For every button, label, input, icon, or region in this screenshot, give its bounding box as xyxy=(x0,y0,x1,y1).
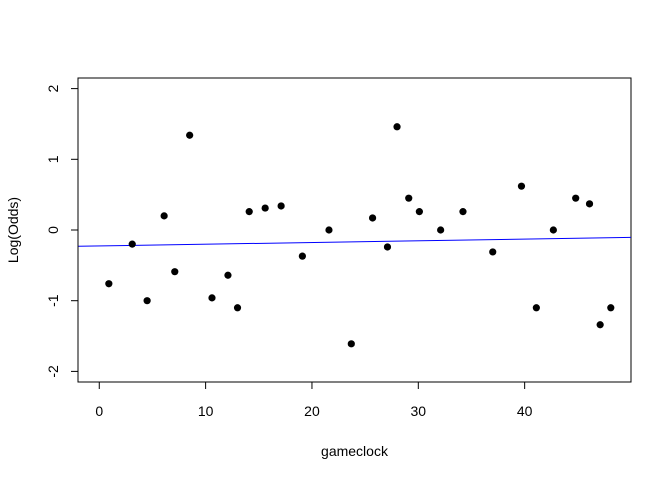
data-point xyxy=(261,204,269,212)
data-point xyxy=(171,268,179,276)
data-point xyxy=(572,194,580,202)
y-tick-label: 1 xyxy=(45,155,61,163)
data-point xyxy=(405,194,413,202)
y-axis-title: Log(Odds) xyxy=(5,197,21,263)
data-point xyxy=(208,294,216,302)
data-point xyxy=(585,200,594,208)
x-tick-label: 40 xyxy=(517,403,533,419)
data-point xyxy=(532,304,540,312)
data-point xyxy=(596,321,604,329)
x-axis-title: gameclock xyxy=(321,443,389,459)
x-tick-label: 20 xyxy=(304,403,320,419)
data-point xyxy=(459,208,467,216)
x-axis: 0 10 20 30 40 xyxy=(95,381,533,419)
data-point xyxy=(128,240,136,248)
data-point xyxy=(186,131,194,139)
data-point xyxy=(224,271,232,279)
points-layer xyxy=(105,123,615,348)
plot-frame xyxy=(77,77,632,383)
x-tick-label: 0 xyxy=(95,403,103,419)
data-point xyxy=(347,340,355,348)
data-point xyxy=(277,202,285,210)
data-point xyxy=(298,252,306,260)
y-tick-label: 0 xyxy=(45,226,61,234)
data-point xyxy=(233,304,242,312)
y-axis: -2 -1 0 1 2 xyxy=(45,85,79,378)
data-point xyxy=(489,248,497,256)
x-tick-label: 10 xyxy=(198,403,214,419)
data-point xyxy=(393,123,401,131)
data-point xyxy=(415,208,423,216)
data-point xyxy=(143,297,151,305)
data-point xyxy=(245,208,253,216)
data-point xyxy=(517,182,526,190)
fit-line xyxy=(77,236,632,247)
y-tick-label: -2 xyxy=(45,365,61,378)
data-point xyxy=(368,214,377,222)
data-point xyxy=(607,304,615,312)
y-tick-label: -1 xyxy=(45,294,61,307)
data-point xyxy=(549,226,557,234)
data-point xyxy=(160,212,168,220)
fit-line-layer xyxy=(77,236,632,247)
data-point xyxy=(383,243,392,251)
data-point xyxy=(325,226,333,234)
x-tick-label: 30 xyxy=(411,403,427,419)
data-point xyxy=(437,226,445,234)
y-tick-label: 2 xyxy=(45,85,61,93)
data-point xyxy=(105,280,113,288)
